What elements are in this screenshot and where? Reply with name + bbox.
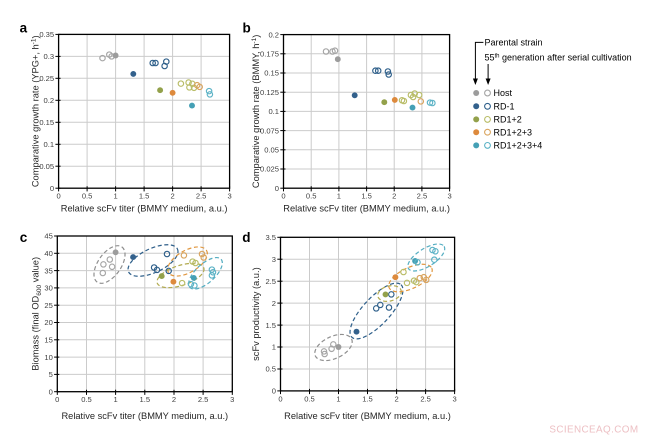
svg-text:2: 2 [272, 299, 276, 308]
svg-text:Relative scFv titer (BMMY medi: Relative scFv titer (BMMY medium, a.u.) [61, 411, 228, 421]
svg-text:1.5: 1.5 [361, 192, 372, 201]
svg-text:SCIENCEAQ.COM: SCIENCEAQ.COM [549, 424, 638, 435]
svg-text:0: 0 [55, 395, 59, 404]
svg-text:2.5: 2.5 [196, 192, 207, 201]
svg-text:2.5: 2.5 [265, 277, 276, 286]
svg-text:1.5: 1.5 [140, 395, 151, 404]
svg-text:0.5: 0.5 [265, 365, 276, 374]
svg-text:1: 1 [336, 394, 340, 403]
svg-text:0: 0 [50, 184, 54, 193]
svg-text:3: 3 [227, 192, 231, 201]
svg-text:10: 10 [44, 353, 52, 362]
svg-text:0.025: 0.025 [260, 165, 279, 174]
svg-text:0.2: 0.2 [44, 96, 55, 105]
svg-text:2.5: 2.5 [420, 394, 431, 403]
svg-text:0.35: 0.35 [39, 30, 54, 39]
svg-text:3: 3 [452, 394, 456, 403]
svg-text:3: 3 [272, 255, 276, 264]
svg-text:Relative scFv titer (BMMY medi: Relative scFv titer (BMMY medium, a.u.) [61, 204, 228, 214]
svg-text:2: 2 [394, 394, 398, 403]
svg-text:5: 5 [49, 370, 53, 379]
svg-text:0.2: 0.2 [268, 30, 279, 39]
svg-text:1.5: 1.5 [362, 394, 373, 403]
svg-text:0.3: 0.3 [44, 52, 55, 61]
svg-text:35: 35 [44, 266, 52, 275]
svg-text:30: 30 [44, 284, 52, 293]
svg-text:0: 0 [272, 387, 276, 396]
svg-text:0.1: 0.1 [268, 107, 279, 116]
svg-text:0.5: 0.5 [82, 192, 93, 201]
svg-text:1.5: 1.5 [265, 321, 276, 330]
svg-text:Relative scFv titer (BMMY medi: Relative scFv titer (BMMY medium, a.u.) [283, 204, 450, 214]
svg-text:a: a [20, 21, 28, 36]
svg-text:1: 1 [272, 343, 276, 352]
svg-text:0.15: 0.15 [39, 118, 54, 127]
svg-text:0: 0 [49, 387, 53, 396]
svg-text:0: 0 [281, 192, 285, 201]
svg-text:55th generation after serial c: 55th generation after serial cultivation [485, 53, 632, 63]
svg-text:0.175: 0.175 [260, 50, 279, 59]
svg-text:1.5: 1.5 [139, 192, 150, 201]
svg-text:0.05: 0.05 [264, 146, 279, 155]
svg-text:0.15: 0.15 [264, 69, 279, 78]
svg-text:0: 0 [56, 192, 60, 201]
svg-text:3: 3 [447, 192, 451, 201]
svg-text:0: 0 [275, 184, 279, 193]
svg-text:RD1+2: RD1+2 [494, 115, 522, 125]
svg-text:0.25: 0.25 [39, 74, 54, 83]
svg-text:25: 25 [44, 301, 52, 310]
svg-text:Parental strain: Parental strain [485, 38, 543, 48]
svg-text:2.5: 2.5 [417, 192, 428, 201]
svg-text:d: d [242, 230, 250, 245]
svg-text:2: 2 [172, 395, 176, 404]
svg-text:0.5: 0.5 [81, 395, 92, 404]
svg-text:0.075: 0.075 [260, 126, 279, 135]
svg-text:0.1: 0.1 [44, 140, 55, 149]
svg-text:0.05: 0.05 [39, 162, 54, 171]
svg-text:2: 2 [170, 192, 174, 201]
svg-text:3.5: 3.5 [265, 233, 276, 242]
svg-text:0.5: 0.5 [306, 192, 317, 201]
svg-text:Host: Host [494, 88, 513, 98]
svg-text:40: 40 [44, 249, 52, 258]
svg-text:15: 15 [44, 336, 52, 345]
svg-text:b: b [243, 21, 251, 36]
svg-text:3: 3 [230, 395, 234, 404]
svg-text:2.5: 2.5 [198, 395, 209, 404]
svg-text:Comparative growth rate (BMMY,: Comparative growth rate (BMMY, h-1) [251, 35, 261, 188]
svg-text:1: 1 [113, 192, 117, 201]
svg-text:RD1+2+3: RD1+2+3 [494, 127, 533, 137]
svg-text:0.5: 0.5 [304, 394, 315, 403]
svg-text:c: c [20, 230, 28, 245]
svg-text:RD1+2+3+4: RD1+2+3+4 [494, 141, 543, 151]
svg-text:scFv productivity (a.u.): scFv productivity (a.u.) [251, 267, 261, 361]
svg-text:Biomass (final OD600 value): Biomass (final OD600 value) [31, 257, 44, 371]
svg-text:0.125: 0.125 [260, 88, 279, 97]
svg-text:1: 1 [337, 192, 341, 201]
svg-text:20: 20 [44, 318, 52, 327]
svg-text:Relative scFv titer (BMMY medi: Relative scFv titer (BMMY medium, a.u.) [284, 411, 451, 421]
svg-text:0: 0 [278, 394, 282, 403]
svg-text:Comparative growth rate (YPG+,: Comparative growth rate (YPG+, h-1) [31, 35, 41, 187]
svg-text:45: 45 [44, 232, 52, 241]
svg-text:2: 2 [392, 192, 396, 201]
svg-text:RD-1: RD-1 [494, 102, 515, 112]
svg-text:1: 1 [113, 395, 117, 404]
